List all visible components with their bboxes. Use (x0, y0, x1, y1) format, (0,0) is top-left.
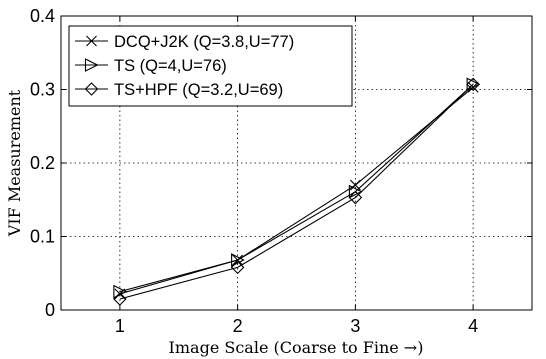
diamond-marker (113, 292, 127, 306)
x-tick-label: 4 (468, 316, 478, 336)
x-marker (86, 35, 97, 47)
legend-label: TS (Q=4,U=76) (114, 57, 227, 75)
y-tick-labels: 0 0.1 0.2 0.3 0.4 (30, 6, 55, 320)
x-tick-label: 3 (350, 316, 360, 336)
triangle-marker (231, 253, 245, 267)
tick-marks (61, 15, 532, 311)
series-1 (114, 81, 479, 300)
y-tick-label: 0.4 (30, 6, 55, 26)
legend-label: TS+HPF (Q=3.2,U=69) (114, 81, 283, 99)
legend-entry-3: TS+HPF (Q=3.2,U=69) (75, 81, 283, 99)
series-line (119, 83, 474, 300)
diamond-marker (84, 82, 99, 96)
series-3 (113, 77, 480, 306)
series-group (113, 77, 481, 306)
series-2 (113, 77, 481, 299)
x-tick-labels: 1 2 3 4 (115, 316, 478, 336)
legend-label: DCQ+J2K (Q=3.8,U=77) (114, 33, 294, 51)
y-tick-label: 0 (45, 300, 55, 320)
triangle-marker (84, 58, 99, 72)
y-tick-label: 0.2 (30, 153, 55, 173)
legend-box (68, 25, 353, 107)
x-tick-label: 1 (115, 316, 125, 336)
y-tick-label: 0.1 (30, 227, 55, 247)
x-tick-label: 2 (233, 316, 243, 336)
y-axis-label: VIF Measurement (5, 89, 24, 237)
y-tick-label: 0.3 (30, 80, 55, 100)
diamond-marker (230, 260, 245, 275)
diamond-marker (348, 190, 363, 205)
series-line (119, 83, 474, 293)
legend: DCQ+J2K (Q=3.8,U=77) TS (Q=4,U=76) TS+HPF … (68, 25, 353, 107)
legend-entry-2: TS (Q=4,U=76) (75, 57, 227, 75)
triangle-marker (113, 284, 128, 299)
legend-entry-1: DCQ+J2K (Q=3.8,U=77) (75, 33, 294, 51)
x-axis-label: Image Scale (Coarse to Fine →) (169, 338, 424, 357)
triangle-marker (348, 184, 363, 199)
series-line (119, 86, 474, 295)
diamond-marker (466, 77, 480, 92)
